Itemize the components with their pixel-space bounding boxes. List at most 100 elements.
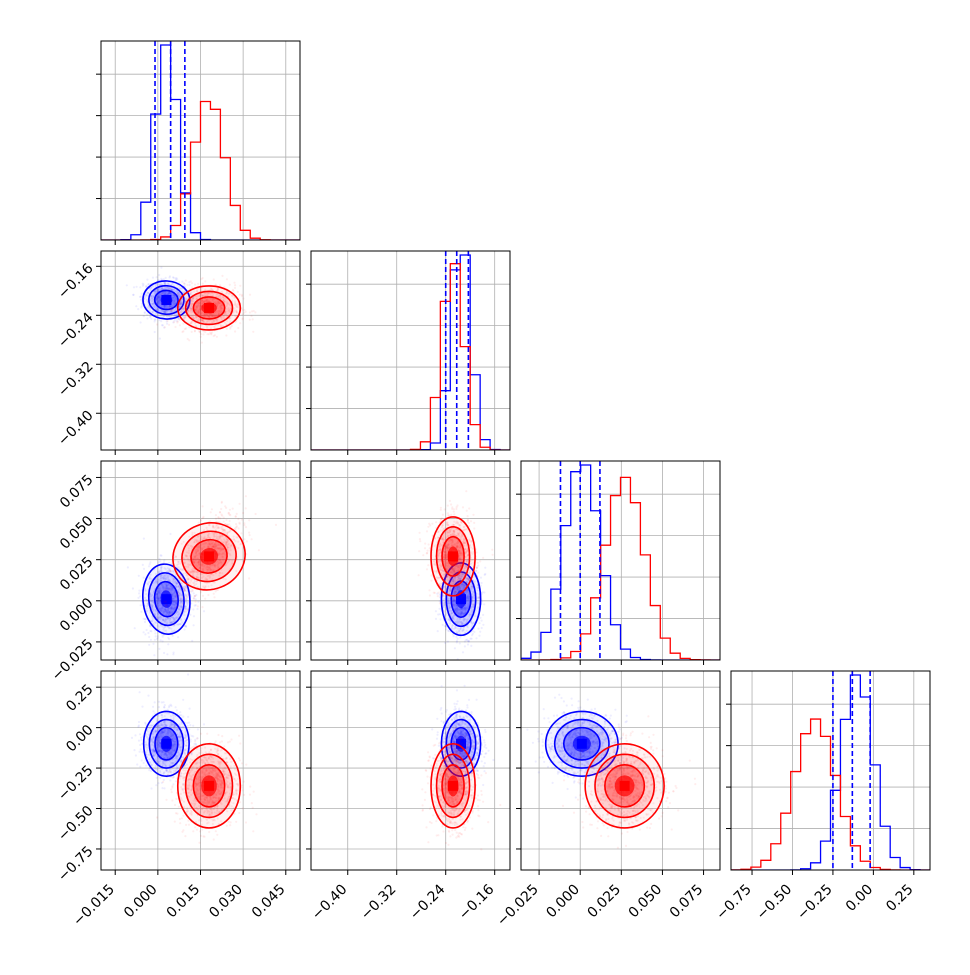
scatter-point	[203, 330, 205, 332]
scatter-point	[146, 317, 148, 319]
scatter-point	[146, 313, 148, 315]
scatter-point	[198, 522, 200, 524]
scatter-point	[156, 276, 158, 278]
scatter-point	[143, 315, 145, 317]
scatter-point	[148, 565, 150, 567]
scatter-point	[185, 327, 187, 329]
scatter-point	[250, 315, 252, 317]
scatter-point	[202, 505, 204, 507]
scatter-point	[439, 608, 441, 610]
scatter-point	[181, 586, 183, 588]
scatter-point	[435, 618, 437, 620]
scatter-point	[249, 294, 251, 296]
scatter-point	[235, 523, 237, 525]
scatter-point	[144, 618, 146, 620]
scatter-point	[161, 324, 163, 326]
scatter-point	[225, 507, 227, 509]
scatter-point	[245, 526, 247, 528]
y-tick-label: −0.24	[55, 310, 97, 352]
scatter-point	[238, 522, 240, 524]
scatter-point	[158, 558, 160, 560]
scatter-point	[243, 522, 245, 524]
scatter-point	[473, 631, 475, 633]
scatter-point	[275, 524, 277, 526]
y-tick-label: −0.40	[55, 408, 97, 450]
scatter-point	[203, 610, 205, 612]
scatter-point	[450, 503, 452, 505]
scatter-point	[239, 285, 241, 287]
scatter-point	[248, 519, 250, 521]
scatter-point	[200, 520, 202, 522]
scatter-point	[163, 652, 165, 654]
scatter-point	[236, 513, 238, 515]
scatter-point	[173, 624, 175, 626]
scatter-point	[188, 339, 190, 341]
scatter-point	[469, 638, 471, 640]
scatter-point	[140, 306, 142, 308]
scatter-point	[173, 309, 175, 311]
scatter-point	[152, 277, 154, 279]
scatter-point	[194, 284, 196, 286]
scatter-point	[477, 565, 479, 567]
scatter-point	[202, 595, 204, 597]
scatter-point	[188, 592, 190, 594]
scatter-point	[241, 309, 243, 311]
scatter-point	[228, 512, 230, 514]
scatter-point	[194, 330, 196, 332]
scatter-point	[177, 636, 179, 638]
scatter-point	[482, 557, 484, 559]
scatter-point	[173, 312, 175, 314]
scatter-point	[168, 289, 170, 291]
scatter-point	[154, 319, 156, 321]
scatter-point	[479, 631, 481, 633]
scatter-point	[176, 293, 178, 295]
scatter-point	[201, 278, 203, 280]
scatter-point	[435, 521, 437, 523]
scatter-point	[165, 605, 167, 607]
scatter-point	[189, 614, 191, 616]
panel-2-1	[306, 461, 510, 665]
scatter-point	[249, 534, 251, 536]
scatter-point	[146, 629, 148, 631]
scatter-point	[472, 603, 474, 605]
scatter-point	[133, 286, 135, 288]
scatter-point	[444, 642, 446, 644]
y-tick-label: −0.025	[49, 636, 97, 684]
scatter-point	[195, 604, 197, 606]
scatter-point	[191, 331, 193, 333]
scatter-point	[240, 532, 242, 534]
scatter-point	[126, 284, 128, 286]
scatter-point	[213, 596, 215, 598]
scatter-point	[237, 327, 239, 329]
scatter-point	[215, 518, 217, 520]
scatter-point	[483, 603, 485, 605]
panel-content	[127, 495, 277, 656]
scatter-point	[221, 275, 223, 277]
scatter-point	[153, 654, 155, 656]
scatter-point	[462, 651, 464, 653]
scatter-point	[225, 334, 227, 336]
scatter-point	[211, 508, 213, 510]
y-tick-label: −0.16	[55, 261, 97, 303]
scatter-point	[189, 284, 191, 286]
scatter-point	[464, 645, 466, 647]
scatter-point	[144, 621, 146, 623]
scatter-point	[138, 592, 140, 594]
scatter-point	[170, 614, 172, 616]
scatter-point	[171, 307, 173, 309]
scatter-point	[185, 610, 187, 612]
scatter-point	[167, 643, 169, 645]
scatter-point	[141, 293, 143, 295]
scatter-point	[197, 601, 199, 603]
scatter-point	[442, 595, 444, 597]
scatter-point	[143, 568, 145, 570]
scatter-point	[173, 277, 175, 279]
scatter-point	[148, 644, 150, 646]
scatter-point	[233, 282, 235, 284]
scatter-point	[245, 495, 247, 497]
scatter-point	[243, 309, 245, 311]
scatter-point	[419, 538, 421, 540]
scatter-point	[238, 527, 240, 529]
scatter-point	[148, 636, 150, 638]
